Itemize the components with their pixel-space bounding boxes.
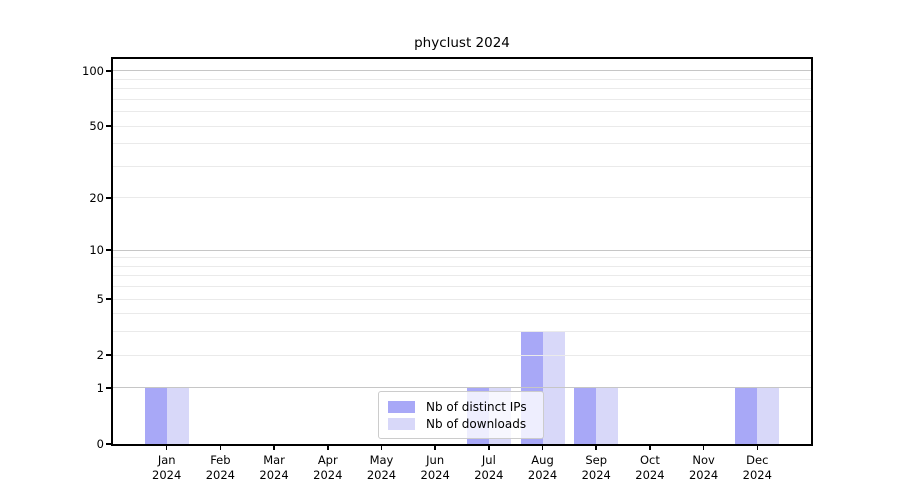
minor-gridline-8: [113, 265, 811, 267]
legend-swatch-downloads: [388, 417, 415, 430]
x-tick-mark-jun-2024: [434, 446, 436, 450]
legend-item-downloads: Nb of downloads: [388, 415, 534, 432]
x-tick-mark-feb-2024: [219, 446, 222, 450]
bar-downloads-dec-2024: [757, 387, 780, 444]
x-tick-mark-dec-2024: [756, 446, 759, 450]
x-tick-mark-mar-2024: [273, 446, 275, 450]
x-tick-label-aug-2024: Aug 2024: [527, 453, 558, 482]
minor-gridline-30: [113, 165, 811, 167]
y-tick-label-100: 100: [82, 63, 104, 78]
x-tick-label-oct-2024: Oct 2024: [635, 453, 665, 482]
legend-item-distinct-ips: Nb of distinct IPs: [388, 398, 534, 415]
y-tick-mark-10: [106, 249, 111, 251]
minor-gridline-80: [113, 88, 811, 90]
bar-distinct-ips-sep-2024: [574, 387, 597, 444]
legend-swatch-distinct-ips: [388, 400, 415, 413]
x-tick-label-apr-2024: Apr 2024: [313, 453, 343, 482]
major-gridline-1: [113, 387, 811, 389]
minor-gridline-40: [113, 143, 811, 145]
x-tick-label-feb-2024: Feb 2024: [205, 453, 236, 482]
x-tick-mark-jan-2024: [165, 446, 168, 450]
plot-area: [111, 57, 813, 446]
y-tick-mark-50: [106, 125, 111, 127]
x-tick-label-jun-2024: Jun 2024: [420, 453, 450, 482]
y-tick-label-5: 5: [96, 292, 104, 307]
y-tick-label-2: 2: [96, 348, 104, 363]
y-tick-label-0: 0: [96, 437, 104, 451]
x-tick-label-mar-2024: Mar 2024: [259, 453, 289, 482]
x-tick-mark-nov-2024: [702, 446, 705, 450]
bar-downloads-jan-2024: [166, 387, 189, 444]
y-tick-mark-0: [106, 443, 111, 445]
x-tick-label-sep-2024: Sep 2024: [581, 453, 611, 482]
x-tick-mark-aug-2024: [541, 446, 544, 450]
y-tick-mark-5: [106, 298, 111, 300]
major-gridline-10: [113, 249, 811, 251]
bar-distinct-ips-jan-2024: [144, 387, 167, 444]
x-tick-mark-may-2024: [380, 446, 383, 450]
x-tick-mark-oct-2024: [649, 446, 651, 450]
x-tick-label-jul-2024: Jul 2024: [474, 453, 504, 482]
legend-label-downloads: Nb of downloads: [426, 416, 527, 431]
minor-gridline-4: [113, 313, 811, 315]
y-tick-label-10: 10: [89, 243, 104, 258]
minor-gridline-5: [113, 298, 811, 300]
y-tick-label-20: 20: [89, 190, 104, 205]
chart-title: phyclust 2024: [414, 35, 510, 51]
minor-gridline-60: [113, 111, 811, 113]
y-tick-label-50: 50: [89, 119, 104, 134]
bar-downloads-sep-2024: [596, 387, 619, 444]
y-tick-label-1: 1: [96, 380, 104, 395]
minor-gridline-20: [113, 197, 811, 199]
minor-gridline-6: [113, 286, 811, 288]
minor-gridline-3: [113, 331, 811, 333]
legend: Nb of distinct IPs Nb of downloads: [378, 391, 544, 439]
y-tick-mark-100: [106, 70, 111, 72]
y-tick-mark-1: [106, 387, 111, 389]
minor-gridline-2: [113, 354, 811, 356]
major-gridline-100: [113, 70, 811, 72]
minor-gridline-70: [113, 98, 811, 100]
bar-distinct-ips-dec-2024: [735, 387, 758, 444]
x-tick-label-may-2024: May 2024: [366, 453, 397, 482]
x-tick-mark-apr-2024: [327, 446, 329, 450]
y-tick-mark-20: [106, 197, 111, 199]
x-tick-mark-jul-2024: [488, 446, 490, 450]
x-tick-label-nov-2024: Nov 2024: [688, 453, 719, 482]
minor-gridline-7: [113, 275, 811, 277]
minor-gridline-50: [113, 125, 811, 127]
minor-gridline-9: [113, 257, 811, 259]
x-tick-label-dec-2024: Dec 2024: [742, 453, 772, 482]
y-tick-mark-2: [106, 354, 111, 356]
minor-gridline-90: [113, 78, 811, 80]
x-tick-mark-sep-2024: [595, 446, 597, 450]
x-tick-label-jan-2024: Jan 2024: [152, 453, 182, 482]
legend-label-distinct-ips: Nb of distinct IPs: [426, 399, 527, 414]
